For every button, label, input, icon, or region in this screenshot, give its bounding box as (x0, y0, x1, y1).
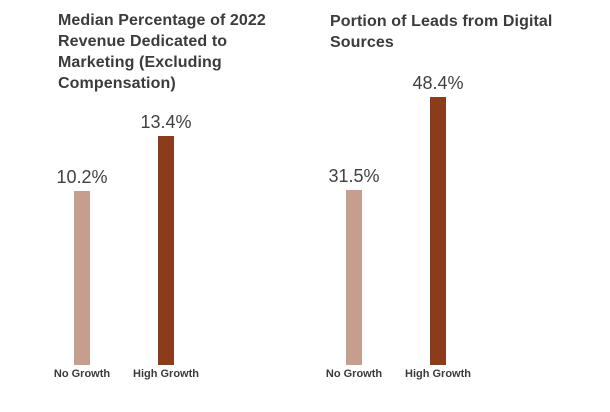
bar-value-label-no-growth: 10.2% (56, 167, 108, 187)
category-label-high-growth: High Growth (133, 368, 199, 380)
category-label-no-growth: No Growth (53, 368, 111, 380)
bar-value-label-no-growth: 31.5% (328, 166, 380, 186)
chart-title-digital-leads: Portion of Leads from Digital Sources (330, 13, 553, 51)
bar-high-growth (158, 136, 174, 365)
bar-value-label-high-growth: 13.4% (140, 112, 192, 132)
category-label-no-growth: No Growth (325, 368, 383, 380)
category-label-high-growth: High Growth (405, 368, 471, 380)
bar-no-growth (74, 191, 90, 365)
bar-value-label-high-growth: 48.4% (412, 73, 464, 93)
chart-title-marketing-spend: Median Percentage of 2022 Revenue Dedica… (58, 12, 266, 92)
bar-no-growth (346, 190, 362, 365)
bar-high-growth (430, 97, 446, 365)
